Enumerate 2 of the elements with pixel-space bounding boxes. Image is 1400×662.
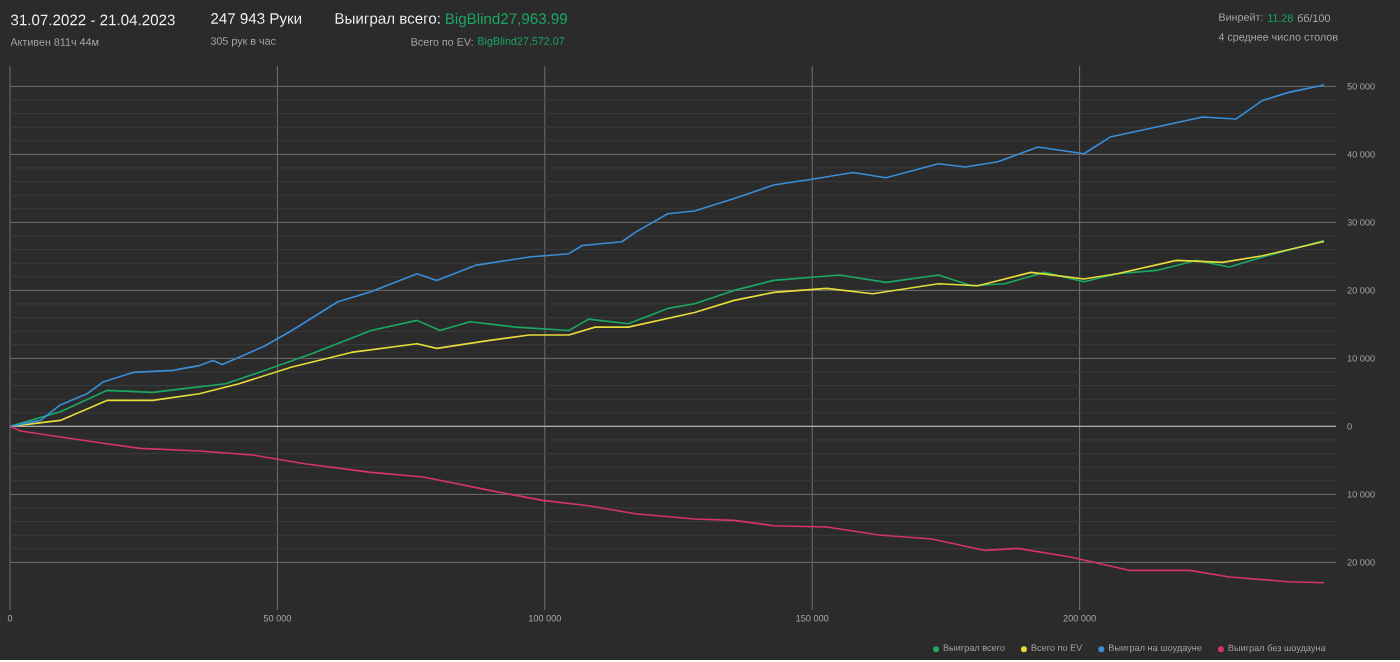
line-series (10, 84, 1325, 428)
line-series (10, 425, 1325, 584)
